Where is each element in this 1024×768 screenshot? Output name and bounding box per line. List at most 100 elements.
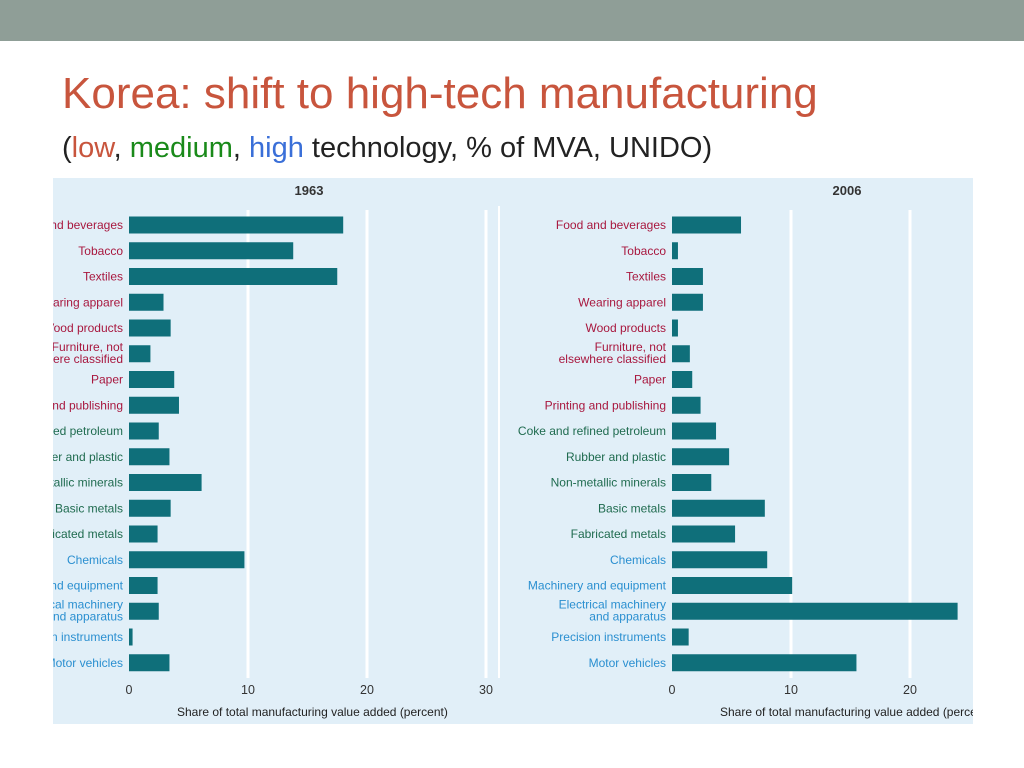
p1-category-label-line: and apparatus <box>53 609 123 623</box>
p2-tick-label: 20 <box>903 683 917 697</box>
p2-category-label: Machinery and equipment <box>528 579 667 593</box>
subtitle-high: high <box>249 132 304 164</box>
slide-top-bar <box>0 0 1024 41</box>
p2-category-label: Precision instruments <box>551 630 666 644</box>
p1-category-label-line: cal machinery <box>53 597 123 611</box>
p2-bar <box>672 602 958 620</box>
p1-bar <box>129 525 158 543</box>
p1-category-label: Paper <box>91 373 123 387</box>
p2-category-label: Textiles <box>626 270 666 284</box>
slide-subtitle: (low, medium, high technology, % of MVA,… <box>62 128 712 168</box>
p1-category-label: ned petroleum <box>53 424 123 438</box>
p1-bar <box>129 293 164 311</box>
p2-category-label: Furniture, not elsewhere classified <box>559 340 667 366</box>
p2-category-label: Basic metals <box>598 501 666 515</box>
p2-bar <box>672 628 689 646</box>
p2-bar <box>672 345 690 363</box>
chart-background <box>53 178 973 724</box>
p2-category-label: Paper <box>634 373 666 387</box>
p1-tick-label: 30 <box>479 683 493 697</box>
subtitle-rest: technology, % of MVA, UNIDO) <box>303 132 713 164</box>
p1-bar <box>129 371 175 388</box>
p1-category-label: and beverages <box>53 218 123 232</box>
subtitle-sep1: , <box>113 132 130 164</box>
p2-bar <box>672 293 703 311</box>
p1-axis-label: Share of total manufacturing value added… <box>177 705 448 719</box>
p1-category-label: tallic minerals <box>53 476 123 490</box>
p1-bar <box>129 654 170 672</box>
p2-bar <box>672 525 736 543</box>
subtitle-sep2: , <box>232 132 249 164</box>
p2-category-label-line: Electrical machinery <box>559 597 666 611</box>
panel-divider <box>498 206 500 678</box>
p1-category-label: Motor vehicles <box>53 656 123 670</box>
subtitle-low: low <box>71 132 114 164</box>
p1-bar <box>129 268 338 285</box>
p1-category-label: Furniture, not nere classified <box>53 340 124 366</box>
p1-bar <box>129 448 170 466</box>
p1-category-label: Textiles <box>83 270 123 284</box>
p2-bar <box>672 499 765 517</box>
p1-bar <box>129 499 171 517</box>
p2-category-label: Food and beverages <box>556 218 666 232</box>
slide-title: Korea: shift to high-tech manufacturing <box>62 69 818 118</box>
subtitle-medium: medium <box>129 132 233 164</box>
p2-bar <box>672 371 693 388</box>
p2-bar <box>672 216 742 234</box>
p2-chart-title: 2006 <box>833 183 862 198</box>
p1-category-label: Basic metals <box>55 501 123 515</box>
p1-category-label: cal machinery and apparatus <box>53 597 123 623</box>
p1-category-label: earing apparel <box>53 295 123 309</box>
p2-category-label-line: Furniture, not <box>595 340 667 354</box>
p2-category-label: Wood products <box>586 321 667 335</box>
p1-bar <box>129 628 133 646</box>
p1-bar <box>129 602 159 620</box>
p2-category-label: Rubber and plastic <box>566 450 666 464</box>
p1-chart-title: 1963 <box>295 183 324 198</box>
p2-tick-label: 10 <box>784 683 798 697</box>
p2-category-label: Wearing apparel <box>578 295 666 309</box>
p1-category-label-line: nere classified <box>53 352 123 366</box>
p2-category-label: Coke and refined petroleum <box>518 424 666 438</box>
p2-bar <box>672 319 678 337</box>
p2-axis-label: Share of total manufacturing value added… <box>720 705 973 719</box>
p1-bar <box>129 551 245 569</box>
p2-bar <box>672 396 701 414</box>
p1-bar <box>129 577 158 594</box>
p1-tick-label: 20 <box>360 683 374 697</box>
p2-category-label-line: and apparatus <box>589 609 666 623</box>
p1-bar <box>129 242 294 260</box>
p2-category-label: Electrical machinery and apparatus <box>559 597 666 623</box>
p2-category-label: Chemicals <box>610 553 666 567</box>
p2-category-label: Tobacco <box>621 244 666 258</box>
p1-category-label: Chemicals <box>67 553 123 567</box>
p1-tick-label: 0 <box>126 683 133 697</box>
p1-category-label: Vood products <box>53 321 123 335</box>
p2-bar <box>672 577 793 594</box>
p2-bar <box>672 654 857 672</box>
p1-category-label: and publishing <box>53 398 123 412</box>
p1-bar <box>129 319 171 337</box>
p1-bar <box>129 396 179 414</box>
subtitle-open: ( <box>62 132 72 164</box>
p1-category-label: nd equipment <box>53 579 124 593</box>
p1-bar <box>129 345 151 363</box>
p1-tick-label: 10 <box>241 683 255 697</box>
chart-svg: 1963 and beverages Tobacco Textiles earing a… <box>53 178 973 724</box>
p2-bar <box>672 551 768 569</box>
p2-bar <box>672 242 678 260</box>
p2-category-label-line: elsewhere classified <box>559 352 666 366</box>
p2-category-label: Fabricated metals <box>571 527 666 541</box>
p1-category-label: ricated metals <box>53 527 123 541</box>
p2-category-label: Non-metallic minerals <box>551 476 666 490</box>
p2-bar <box>672 422 717 440</box>
p1-category-label: er and plastic <box>53 450 123 464</box>
p1-bar <box>129 474 202 491</box>
p2-bar <box>672 474 712 491</box>
p2-category-label: Printing and publishing <box>545 398 666 412</box>
p1-category-label: n instruments <box>53 630 123 644</box>
p2-tick-label: 0 <box>669 683 676 697</box>
p1-category-label: Tobacco <box>78 244 123 258</box>
p1-bar <box>129 422 159 440</box>
p2-bar <box>672 448 730 466</box>
